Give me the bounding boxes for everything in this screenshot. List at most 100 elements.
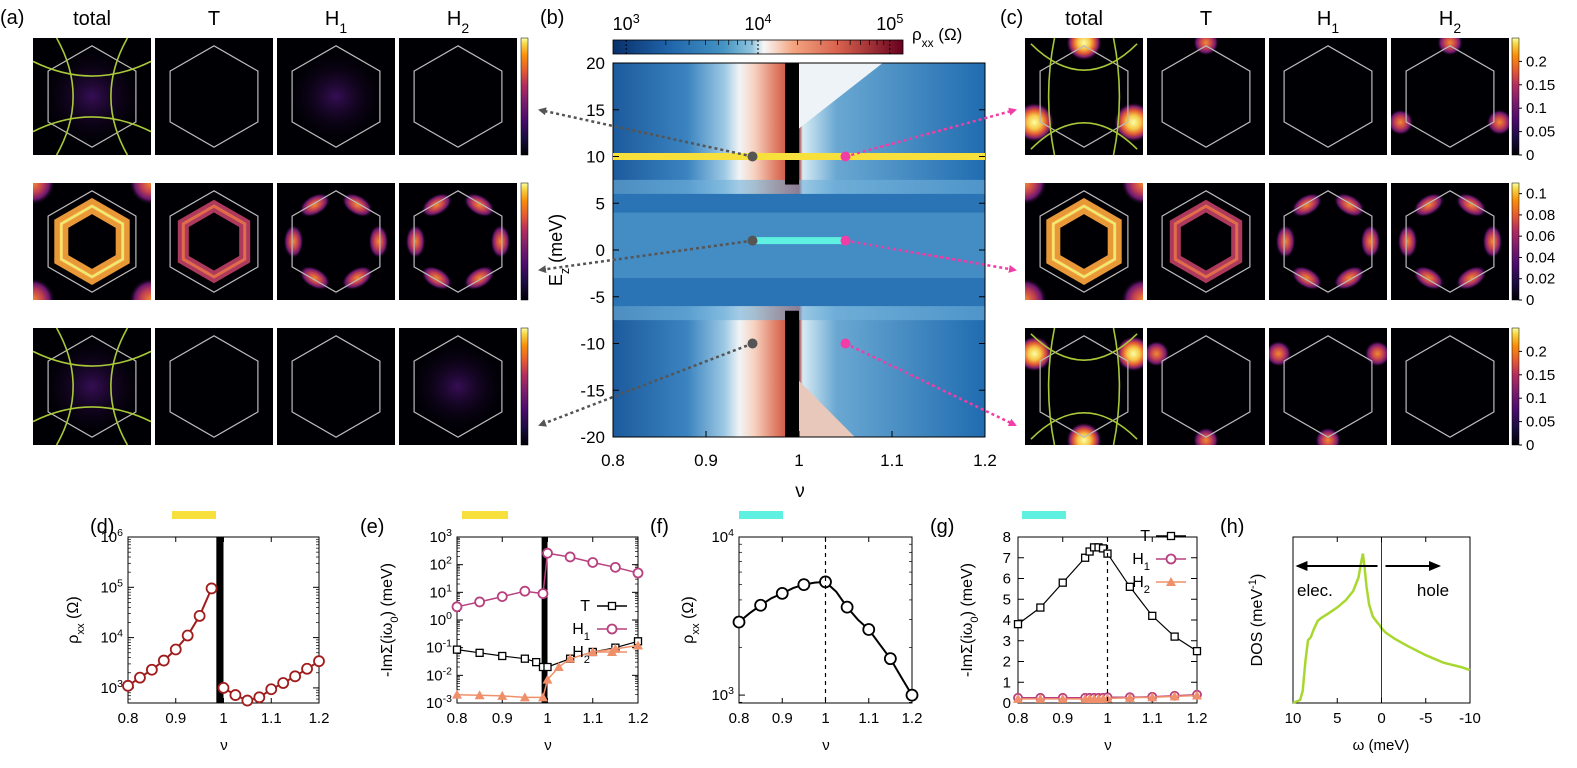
bz-hexagon: [1039, 190, 1129, 293]
panel-e-point-T: [475, 648, 484, 657]
thumb-content: [1269, 335, 1387, 445]
bz-hexagon: [47, 335, 137, 438]
panel-b-ytick-label: -15: [580, 381, 605, 400]
panel-e-ytick-label: 101: [429, 582, 452, 601]
panel-d-point-right: [289, 670, 302, 683]
panel-b-marker-dark: [747, 338, 758, 349]
panel-f-ytick-label: 103: [711, 685, 734, 704]
panel-c-row3-total: [1025, 328, 1143, 445]
panel-d-point-right: [265, 683, 278, 696]
thumb-bg: [1391, 38, 1509, 155]
bz-hexagon: [47, 45, 137, 148]
lobe: [1482, 224, 1503, 259]
lobe: [368, 224, 389, 259]
panel-d-point-left: [193, 610, 206, 622]
panel-d-point-left: [145, 663, 158, 676]
thumb-content: [291, 335, 381, 438]
panel-a-row2-total: [33, 183, 151, 300]
panel-h-xtick-label: -5: [1419, 710, 1432, 727]
heatmap-wedge: [799, 380, 855, 437]
hotspot: [1025, 335, 1053, 372]
panel-a-colorbar-3: [520, 327, 529, 446]
panel-h-annotation-hole: hole: [1417, 581, 1449, 600]
thumb-bg: [399, 38, 517, 155]
panel-e-band-legend: [462, 511, 508, 519]
bz-hexagon: [1283, 190, 1373, 293]
panel-f-band-legend: [739, 511, 783, 519]
hotspot: [1315, 427, 1341, 445]
panel-e-ytick-label: 10-3: [426, 693, 452, 712]
panel-g-point-H2: [1057, 693, 1068, 703]
bz-hexagon: [1161, 190, 1251, 293]
panel-e-point-H1: [632, 567, 644, 579]
hotspot: [1486, 109, 1509, 136]
panel-g-ytick-label: 4: [1003, 612, 1011, 629]
panel-d-point-right: [253, 691, 266, 704]
panel-a-row2-fermi-lines: [60, 205, 124, 278]
panel-b-colorbar: [612, 39, 904, 55]
panel-e-xtick-label: 1.1: [582, 710, 603, 727]
panel-c-colorbar-3-tick-label: 0.1: [1526, 390, 1547, 407]
panel-e-legend-marker-H2: [607, 647, 617, 656]
lobe: [490, 224, 511, 259]
bz-hexagon: [1161, 335, 1251, 438]
panel-g-point-T: [1080, 553, 1090, 562]
panel-d-ytick-label: 106: [100, 527, 123, 546]
thumb-bg: [1147, 38, 1265, 155]
thumb-content: [35, 42, 149, 151]
panel-b-ytick-label: 5: [596, 194, 605, 213]
panel-c-row3-fermi-lines: [1030, 327, 1138, 446]
thumb-content: [1161, 190, 1251, 293]
panel-g-xtick-label: 0.8: [1008, 710, 1029, 727]
panel-e-ytick-label: 10-2: [426, 665, 452, 684]
panel-d-ytick-label: 103: [100, 678, 123, 697]
corner-glow: [33, 278, 55, 300]
bz-hexagon: [1039, 45, 1129, 148]
panel-c-colorbar-3-tick-label: 0.2: [1526, 343, 1547, 360]
bz-hexagon: [1283, 335, 1373, 438]
panel-g-ytick-label: 2: [1003, 654, 1011, 671]
panel-a-colorbar-1: [520, 37, 529, 156]
panel-g-ytick-label: 1: [1003, 674, 1011, 691]
panel-f-point: [840, 600, 854, 614]
panel-c-row2-fermi-lines: [1052, 205, 1116, 278]
panel-d-point-right: [241, 694, 254, 707]
panel-a-row1-H2: [399, 38, 517, 155]
panel-g-band-legend: [1022, 511, 1066, 519]
panel-label-c: (c): [1000, 7, 1023, 29]
lobe: [1397, 224, 1418, 259]
haze: [404, 337, 512, 436]
panel-b-xlabel: ν: [795, 481, 805, 502]
panel-e-legend-marker-H1: [606, 623, 618, 635]
panel-c-colorbar-1-tick-label: 0.1: [1526, 100, 1547, 117]
panel-c-row1-fermi-lines: [1030, 37, 1138, 156]
panel-e-xlabel: ν: [544, 737, 552, 754]
fermi-contour: [32, 406, 152, 423]
panel-g-xlabel: ν: [1104, 737, 1112, 754]
panel-f-xtick-label: 1.2: [902, 710, 923, 727]
thumb-bg: [155, 328, 273, 445]
panel-b-ytick-label: -20: [580, 428, 605, 447]
panel-g-point-H2: [1124, 692, 1135, 702]
panel-b-colorbar-tick-label: 104: [744, 12, 771, 34]
panel-e-legend-label-H2: H2: [572, 644, 590, 666]
panel-d-point-right: [277, 677, 290, 689]
panel-g-point-H2: [1035, 693, 1046, 703]
panel-c-row3-H2: [1391, 328, 1509, 445]
panel-a-row3-T: [155, 328, 273, 445]
lobe: [405, 224, 426, 259]
thumb-content: [1147, 335, 1251, 445]
panel-b-arrow-right: [845, 107, 1017, 158]
thumb-bg: [155, 38, 273, 155]
bz-hexagon: [413, 45, 503, 148]
fermi-contour: [32, 116, 152, 133]
heatmap-gap-bar-bottom: [785, 310, 799, 437]
panel-b-arrow-left: [538, 342, 753, 427]
ring-core: [181, 204, 247, 279]
panel-c-colorbar-1-tick-label: 0.15: [1526, 77, 1555, 94]
heatmap-middle-lighter: [613, 212, 985, 279]
panel-e-point-H2: [587, 646, 598, 656]
panel-c-colorbar-1-tick-label: 0.05: [1526, 124, 1555, 141]
panel-a-row1-H1: [277, 38, 395, 155]
fermi-contour: [60, 205, 124, 278]
